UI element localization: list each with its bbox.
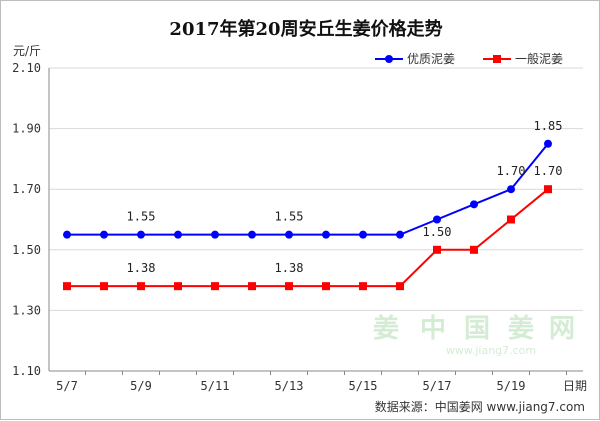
data-point xyxy=(322,230,330,239)
watermark-url: www.jiang7.com xyxy=(446,344,536,357)
x-axis-label: 日期 xyxy=(563,379,587,393)
legend-item: 一般泥姜 xyxy=(483,51,563,66)
data-point xyxy=(63,282,71,291)
data-point xyxy=(137,230,145,239)
data-point xyxy=(248,230,256,239)
series-layer: 1.55 1.55 1.70 1.85 1.38 1.38 1.50 1.70 xyxy=(63,119,563,291)
data-point xyxy=(396,230,404,239)
legend-item: 优质泥姜 xyxy=(375,52,455,66)
chart-title: 2017年第20周安丘生姜价格走势 xyxy=(169,18,442,40)
data-point xyxy=(470,245,478,254)
data-point xyxy=(322,282,330,291)
data-label: 1.70 xyxy=(497,164,526,178)
legend-label: 一般泥姜 xyxy=(515,51,563,66)
data-point xyxy=(359,230,367,239)
y-tick-label: 1.10 xyxy=(12,364,41,378)
data-point xyxy=(544,139,552,148)
y-tick-label: 1.90 xyxy=(12,122,41,136)
x-tick-label: 5/11 xyxy=(201,379,230,393)
legend-marker xyxy=(493,55,501,63)
watermark-char: 中 xyxy=(420,314,446,344)
y-tick-label: 1.30 xyxy=(12,303,41,317)
data-label: 1.50 xyxy=(423,225,452,239)
data-point xyxy=(507,215,515,224)
legend-marker xyxy=(385,55,393,63)
gridlines xyxy=(49,67,583,311)
data-point xyxy=(174,282,182,291)
y-tick-label: 1.70 xyxy=(12,182,41,196)
data-point xyxy=(285,282,293,291)
data-point xyxy=(544,185,552,194)
data-point xyxy=(248,282,256,291)
y-tick-label: 2.10 xyxy=(12,61,41,75)
x-tick-label: 5/13 xyxy=(275,379,304,393)
y-tick-label: 1.50 xyxy=(12,243,41,257)
data-label: 1.38 xyxy=(275,261,304,275)
data-point xyxy=(396,282,404,291)
data-point xyxy=(63,230,71,239)
data-point xyxy=(433,215,441,224)
data-point xyxy=(470,200,478,209)
y-tick-labels: 2.10 1.90 1.70 1.50 1.30 1.10 xyxy=(12,61,41,378)
legend-label: 优质泥姜 xyxy=(407,52,455,66)
x-tick-label: 5/7 xyxy=(56,379,78,393)
data-label: 1.85 xyxy=(534,119,563,133)
data-label: 1.55 xyxy=(275,210,304,224)
x-tick-label: 5/17 xyxy=(423,379,452,393)
axes xyxy=(48,68,583,375)
data-label: 1.70 xyxy=(534,164,563,178)
x-tick-labels: 5/7 5/9 5/11 5/13 5/15 5/17 5/19 xyxy=(56,379,525,393)
data-point xyxy=(359,282,367,291)
data-point xyxy=(100,282,108,291)
data-point xyxy=(285,230,293,239)
data-label: 1.55 xyxy=(127,210,156,224)
series-1: 1.55 1.55 1.70 1.85 xyxy=(63,119,562,239)
legend: 优质泥姜 一般泥姜 xyxy=(375,51,563,66)
data-point xyxy=(100,230,108,239)
x-tick-label: 5/15 xyxy=(349,379,378,393)
data-source: 数据来源：中国姜网 www.jiang7.com xyxy=(375,399,585,414)
data-point xyxy=(433,245,441,254)
watermark-char: 网 xyxy=(549,314,575,344)
data-point xyxy=(507,185,515,194)
data-point xyxy=(211,282,219,291)
series-2: 1.38 1.38 1.50 1.70 xyxy=(63,164,563,291)
x-tick-label: 5/9 xyxy=(130,379,152,393)
watermark-char: 姜 xyxy=(508,313,534,344)
watermark: 姜中国姜网www.jiang7.com xyxy=(373,313,575,357)
data-point xyxy=(174,230,182,239)
watermark-char: 姜 xyxy=(373,313,399,344)
y-axis-label: 元/斤 xyxy=(13,44,41,58)
watermark-char: 国 xyxy=(464,314,490,344)
x-tick-label: 5/19 xyxy=(497,379,526,393)
data-point xyxy=(137,282,145,291)
series-line xyxy=(67,143,549,236)
series-line xyxy=(67,188,549,288)
data-point xyxy=(211,230,219,239)
data-label: 1.38 xyxy=(127,261,156,275)
